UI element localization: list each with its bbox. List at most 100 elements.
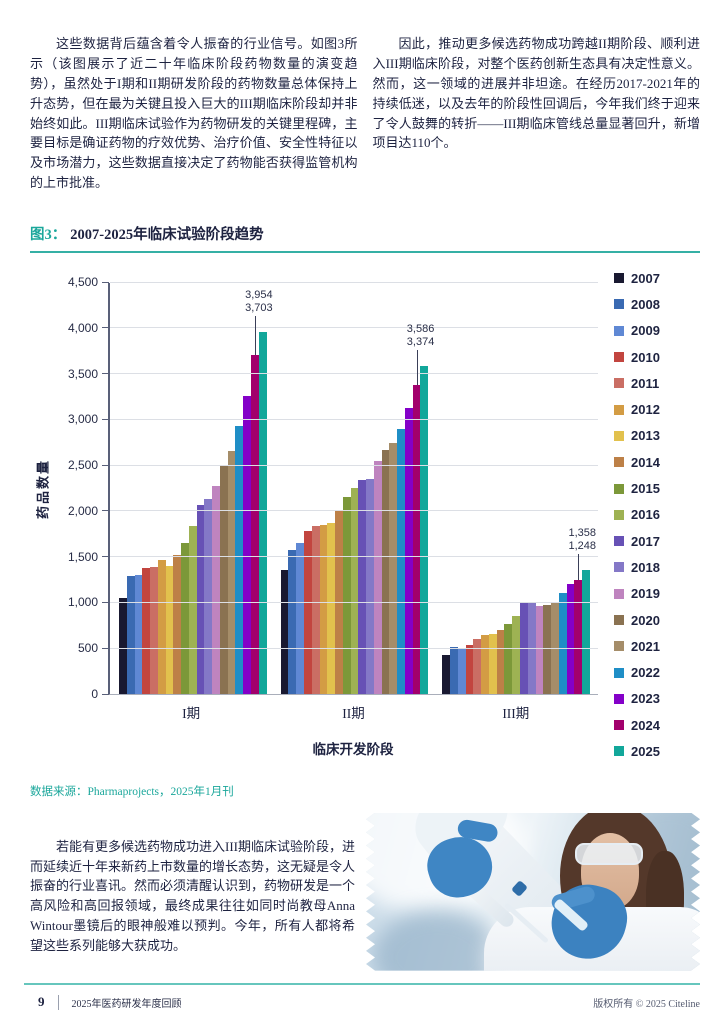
plot-column: 3,954 3,703 3,586 3,374 1,358 1,248 0 500 1,000… <box>54 275 598 765</box>
bar-II期-2020 <box>381 449 390 694</box>
bar-II期-2012 <box>319 524 328 694</box>
legend-item-2013: 2013 <box>614 423 660 449</box>
page-number: 9 <box>38 994 45 1009</box>
y-tick-mark <box>102 281 109 283</box>
bar-II期-2010 <box>303 531 312 694</box>
legend-item-2022: 2022 <box>614 659 660 685</box>
bar-II期-2017 <box>358 479 367 694</box>
bar-I期-2019 <box>212 486 220 694</box>
bar-III期-2024 <box>574 579 583 694</box>
bar-III期-2007 <box>442 654 451 694</box>
bar-I期-2025 <box>258 332 267 694</box>
bar-III期-2020 <box>543 605 552 694</box>
legend-swatch-icon <box>614 667 624 678</box>
legend-item-2018: 2018 <box>614 554 660 580</box>
legend-label: 2007 <box>631 270 660 286</box>
bar-I期-2022 <box>235 425 244 694</box>
bar-I期-2011 <box>150 566 158 694</box>
y-tick-label: 4,000 <box>67 320 98 335</box>
legend-swatch-icon <box>614 483 624 494</box>
legend-label: 2011 <box>631 375 660 391</box>
bar-II期-2008 <box>288 550 297 694</box>
y-tick-mark <box>102 373 109 375</box>
legend-item-2012: 2012 <box>614 396 660 422</box>
bar-II期-2009 <box>296 542 304 694</box>
bar-II期-2024 <box>412 385 421 694</box>
legend-label: 2014 <box>631 454 660 470</box>
legend-label: 2019 <box>631 586 660 602</box>
legend-swatch-icon <box>614 746 624 757</box>
paragraph-left: 这些数据背后蕴含着令人振奋的行业信号。如图3所示（该图展示了近二十年临床阶段药物… <box>30 36 358 191</box>
gridline <box>110 510 598 512</box>
y-tick-mark <box>102 693 109 695</box>
gridline <box>110 327 598 329</box>
x-category-label-II期: II期 <box>342 706 365 721</box>
bar-III期-2022 <box>558 593 567 694</box>
legend-item-2016: 2016 <box>614 502 660 528</box>
bar-II期-2011 <box>311 526 320 694</box>
bar-II期-2023 <box>404 408 413 694</box>
bar-III期-2013 <box>488 633 497 694</box>
bar-group-II期: 3,586 3,374 <box>280 283 434 694</box>
figure-title-row: 图3： 2007-2025年临床试验阶段趋势 <box>30 223 700 244</box>
data-label-II期: 3,586 3,374 <box>406 322 435 348</box>
lab-photo <box>366 812 700 971</box>
footer-divider <box>57 994 59 1010</box>
y-axis-label-wrap: 药品数量 <box>30 283 54 695</box>
bar-III期-2015 <box>504 624 513 694</box>
legend-swatch-icon <box>614 641 624 652</box>
y-tick-mark <box>102 601 109 603</box>
legend-label: 2025 <box>631 743 660 759</box>
legend-item-2019: 2019 <box>614 581 660 607</box>
bar-I期-2024 <box>251 354 259 694</box>
y-tick-label: 3,500 <box>67 366 98 381</box>
bar-I期-2023 <box>243 395 252 694</box>
y-tick-label: 0 <box>91 687 98 701</box>
legend-item-2020: 2020 <box>614 607 660 633</box>
category-labels: I期 II期 III期 <box>108 702 598 722</box>
y-tick-mark <box>102 556 109 558</box>
legend-label: 2024 <box>631 717 660 733</box>
photo-safety-goggles <box>575 842 643 865</box>
bar-II期-2013 <box>327 522 336 694</box>
legend-swatch-icon <box>614 562 624 573</box>
y-tick-label: 2,000 <box>67 503 98 518</box>
gridline <box>110 647 598 649</box>
photo-bench-blob <box>372 909 502 971</box>
legend-item-2023: 2023 <box>614 686 660 712</box>
data-label-III期: 1,358 1,248 <box>568 526 596 552</box>
legend-label: 2009 <box>631 323 660 339</box>
legend-swatch-icon <box>614 352 624 363</box>
footer-copyright: 版权所有 © 2025 Citeline <box>593 998 700 1010</box>
bar-II期-2016 <box>350 488 359 694</box>
bar-III期-2008 <box>450 647 458 694</box>
bottom-text-column: 若能有更多候选药物成功进入III期临床试验阶段，进而延续近十年来新药上市数量的增… <box>30 813 355 971</box>
y-tick-label: 1,500 <box>67 549 98 564</box>
y-tick-mark <box>102 510 109 512</box>
bar-II期-2021 <box>389 443 398 694</box>
x-category-label-III期: III期 <box>502 706 530 721</box>
legend-label: 2017 <box>631 533 660 549</box>
legend-label: 2013 <box>631 428 660 444</box>
footer-doc-title: 2025年医药研发年度回顾 <box>71 998 182 1010</box>
legend-label: 2023 <box>631 691 660 707</box>
legend-swatch-icon <box>614 615 624 625</box>
bar-III期-2011 <box>473 639 482 694</box>
legend-item-2011: 2011 <box>614 370 660 396</box>
legend-swatch-icon <box>614 457 624 468</box>
legend-item-2015: 2015 <box>614 475 660 501</box>
bar-I期-2007 <box>119 597 127 694</box>
chart-legend: 2007 2008 2009 2010 2011 2012 2013 2014 2015 2016… <box>614 265 660 765</box>
bar-II期-2015 <box>342 497 351 694</box>
legend-swatch-icon <box>614 536 624 547</box>
bar-III期-2012 <box>481 634 489 694</box>
bar-III期-2023 <box>566 584 575 694</box>
gridline <box>110 418 598 420</box>
bar-I期-2009 <box>134 574 143 694</box>
y-tick-label: 1,000 <box>67 595 98 610</box>
bar-I期-2012 <box>157 560 166 694</box>
legend-swatch-icon <box>614 378 624 389</box>
legend-swatch-icon <box>614 404 624 415</box>
legend-item-2008: 2008 <box>614 291 660 317</box>
